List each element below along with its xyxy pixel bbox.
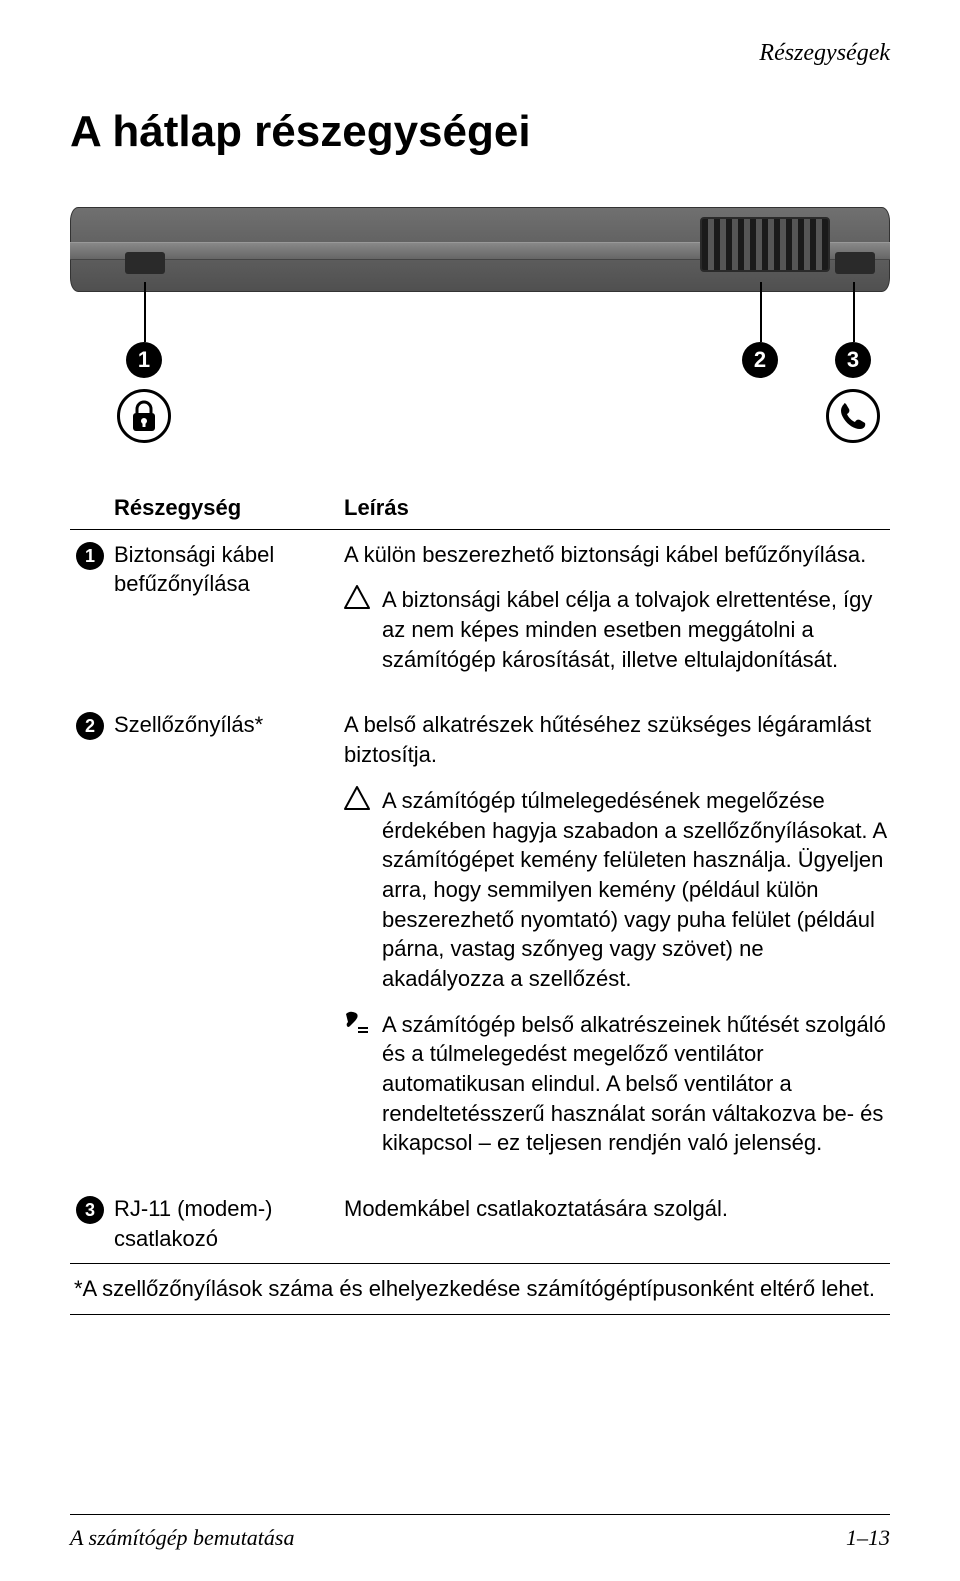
row-description-cell: A külön beszerezhető biztonsági kábel be… [340, 529, 890, 700]
row-description-cell: A belső alkatrészek hűtéséhez szükséges … [340, 700, 890, 1184]
row-number-badge: 1 [76, 542, 104, 570]
col-description-header: Leírás [340, 487, 890, 529]
row-description: A külön beszerezhető biztonsági kábel be… [344, 540, 886, 570]
table-footnote: *A szellőzőnyílások száma és elhelyezked… [70, 1264, 890, 1315]
section-header: Részegységek [70, 40, 890, 67]
table-row: 1 Biztonsági kábel befűzőnyílása A külön… [70, 529, 890, 700]
page-footer: A számítógép bemutatása 1–13 [70, 1514, 890, 1551]
row-description-cell: Modemkábel csatlakoztatására szolgál. [340, 1184, 890, 1264]
page-title: A hátlap részegységei [70, 107, 890, 157]
table-row: 3 RJ-11 (modem-) csatlakozó Modemkábel c… [70, 1184, 890, 1264]
row-number-badge: 3 [76, 1196, 104, 1224]
row-component: Biztonsági kábel befűzőnyílása [110, 529, 340, 700]
note-text: A számítógép belső alkatrészeinek hűtésé… [382, 1010, 886, 1158]
callout-number-2: 2 [742, 342, 778, 378]
note-icon [344, 1010, 372, 1158]
row-component: Szellőzőnyílás* [110, 700, 340, 1184]
callout-line-2 [760, 282, 762, 342]
security-slot [125, 252, 165, 274]
vent-grille [700, 217, 830, 272]
rear-diagram: 1 2 3 [70, 197, 890, 457]
footer-left: A számítógép bemutatása [70, 1525, 294, 1551]
caution-icon [344, 585, 372, 674]
component-table: Részegység Leírás 1 Biztonsági kábel bef… [70, 487, 890, 1315]
caution-block: A számítógép túlmelegedésének megelőzése… [344, 786, 886, 994]
col-component-header: Részegység [110, 487, 340, 529]
callout-number-1: 1 [126, 342, 162, 378]
callout-line-1 [144, 282, 146, 342]
callout-number-3: 3 [835, 342, 871, 378]
row-number-badge: 2 [76, 712, 104, 740]
callout-line-3 [853, 282, 855, 342]
row-description: Modemkábel csatlakoztatására szolgál. [344, 1194, 886, 1224]
row-component: RJ-11 (modem-) csatlakozó [110, 1184, 340, 1264]
col-blank [70, 487, 110, 529]
note-block: A számítógép belső alkatrészeinek hűtésé… [344, 1010, 886, 1158]
caution-block: A biztonsági kábel célja a tolvajok elre… [344, 585, 886, 674]
table-footnote-row: *A szellőzőnyílások száma és elhelyezked… [70, 1264, 890, 1315]
phone-icon [826, 389, 880, 443]
caution-icon [344, 786, 372, 994]
rj11-port [835, 252, 875, 274]
table-row: 2 Szellőzőnyílás* A belső alkatrészek hű… [70, 700, 890, 1184]
footer-right: 1–13 [846, 1525, 890, 1551]
caution-text: A számítógép túlmelegedésének megelőzése… [382, 786, 886, 994]
caution-text: A biztonsági kábel célja a tolvajok elre… [382, 585, 886, 674]
row-description: A belső alkatrészek hűtéséhez szükséges … [344, 710, 886, 769]
lock-icon [117, 389, 171, 443]
